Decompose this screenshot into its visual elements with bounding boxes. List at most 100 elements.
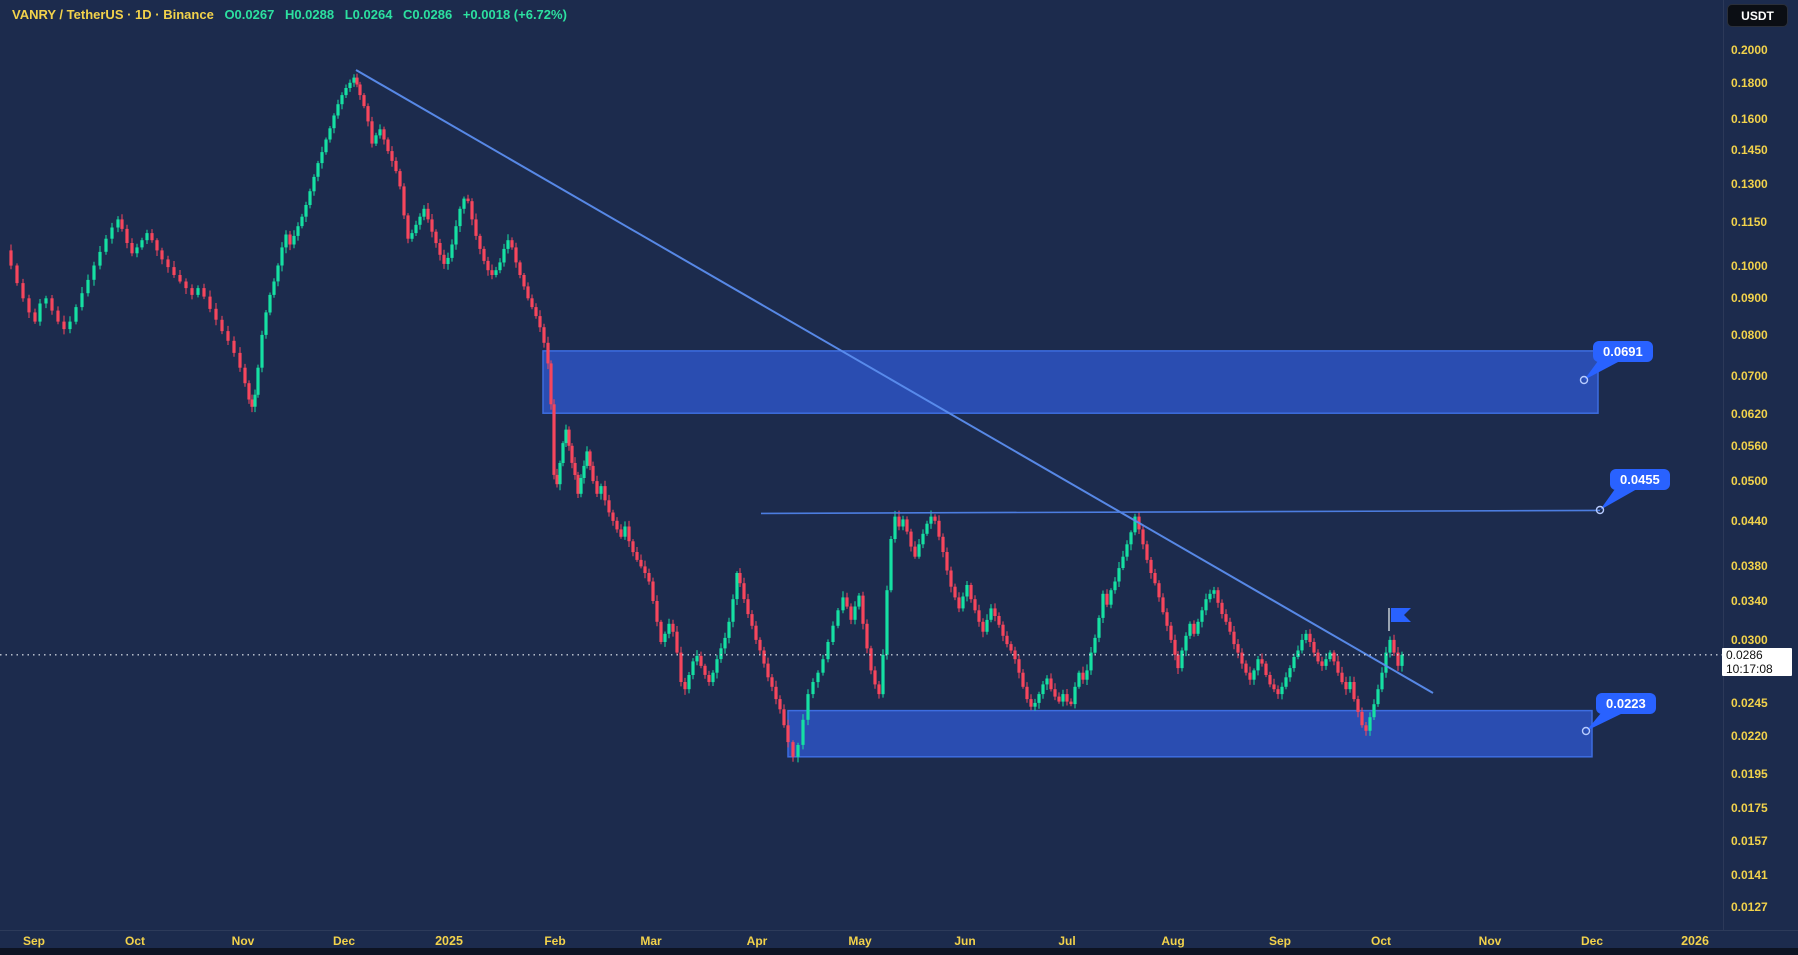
candle-body <box>1077 672 1081 687</box>
candle-body <box>1208 593 1212 600</box>
candle-body <box>897 516 901 527</box>
candle-body <box>470 201 474 220</box>
flag-icon[interactable] <box>1391 608 1411 622</box>
candle-body <box>1224 614 1228 622</box>
candle-body <box>921 533 925 545</box>
horizontal-line[interactable] <box>760 509 1601 515</box>
candle-body <box>268 294 272 313</box>
currency-toggle-button[interactable]: USDT <box>1727 4 1788 27</box>
candle-body <box>1153 573 1157 584</box>
candle-body <box>1129 532 1133 545</box>
candle-body <box>160 250 164 260</box>
price-callout[interactable]: 0.0223 <box>1596 693 1656 714</box>
candle-body <box>1240 652 1244 664</box>
trend-line[interactable] <box>355 69 1434 694</box>
anchor-point[interactable] <box>1581 726 1591 736</box>
candle-body <box>973 599 977 611</box>
price-axis-label: 0.1000 <box>1731 259 1768 273</box>
candle-body <box>1113 581 1117 591</box>
candle-body <box>877 684 881 695</box>
candle-body <box>738 573 742 584</box>
candle-body <box>1005 635 1009 645</box>
candle-body <box>1029 699 1033 707</box>
candle-body <box>336 104 340 116</box>
candle-body <box>56 310 60 322</box>
candle-body <box>643 566 647 573</box>
time-axis-label: Nov <box>1478 934 1502 948</box>
supply-zone[interactable] <box>542 350 1599 414</box>
candle-body <box>774 686 778 700</box>
candle-body <box>15 265 19 284</box>
price-axis-label: 0.1600 <box>1731 112 1768 126</box>
candle-body <box>719 648 723 660</box>
candle-body <box>348 82 352 88</box>
candle-body <box>324 139 328 153</box>
candle-body <box>538 316 542 328</box>
price-axis-label: 0.0300 <box>1731 633 1768 647</box>
candle-body <box>1292 657 1296 669</box>
candle-body <box>655 601 659 622</box>
candle-body <box>1304 633 1308 640</box>
candle-body <box>1372 704 1376 718</box>
candle-body <box>1125 544 1129 557</box>
candle-body <box>1041 684 1045 695</box>
price-axis-label: 0.0560 <box>1731 439 1768 453</box>
candle-body <box>1312 642 1316 653</box>
candle-body <box>243 367 247 384</box>
candle-body <box>542 327 546 343</box>
candle-body <box>1308 633 1312 642</box>
symbol-title[interactable]: VANRY / TetherUS · 1D · Binance <box>12 7 214 22</box>
candle-body <box>116 219 120 228</box>
candle-body <box>873 670 877 685</box>
candle-body <box>796 745 800 757</box>
price-axis-label: 0.0500 <box>1731 474 1768 488</box>
candle-body <box>1141 529 1145 545</box>
candle-body <box>611 512 615 521</box>
candle-body <box>683 682 687 690</box>
candle-body <box>723 637 727 649</box>
candle-body <box>253 394 257 407</box>
candle-body <box>296 226 300 236</box>
candle-body <box>418 216 422 225</box>
time-axis-label: May <box>848 934 872 948</box>
candle-body <box>33 312 37 322</box>
candle-body <box>1264 663 1268 675</box>
candle-body <box>1248 672 1252 680</box>
candle-body <box>1089 652 1093 671</box>
demand-zone[interactable] <box>787 709 1593 758</box>
candle-body <box>801 719 805 745</box>
candle-body <box>909 531 913 547</box>
price-axis-label: 0.0380 <box>1731 559 1768 573</box>
candle-body <box>1288 668 1292 678</box>
candle-body <box>308 191 312 205</box>
candle-body <box>558 463 562 485</box>
candle-body <box>1212 590 1216 594</box>
candle-body <box>1109 590 1113 605</box>
candle-body <box>130 243 134 254</box>
callout-tail <box>1584 361 1620 380</box>
candle-body <box>635 552 639 560</box>
anchor-point[interactable] <box>1579 375 1589 385</box>
candle-body <box>446 257 450 264</box>
candle-body <box>135 247 139 254</box>
price-callout[interactable]: 0.0691 <box>1593 341 1653 362</box>
candle-body <box>490 270 494 275</box>
candle-body <box>150 233 154 241</box>
candle-body <box>1396 652 1400 666</box>
anchor-point[interactable] <box>1595 505 1605 515</box>
candle-body <box>619 529 623 537</box>
candle-body <box>1180 650 1184 669</box>
candle-body <box>933 516 937 521</box>
time-axis-label: Nov <box>231 934 255 948</box>
candle-body <box>502 248 506 263</box>
price-callout[interactable]: 0.0455 <box>1610 469 1670 490</box>
candle-body <box>1400 654 1404 666</box>
candle-body <box>881 654 885 695</box>
candle-body <box>98 251 102 266</box>
candle-body <box>1344 682 1348 690</box>
candle-body <box>901 519 905 527</box>
candle-body <box>1236 644 1240 653</box>
candle-body <box>1061 694 1065 702</box>
candle-body <box>782 709 786 726</box>
